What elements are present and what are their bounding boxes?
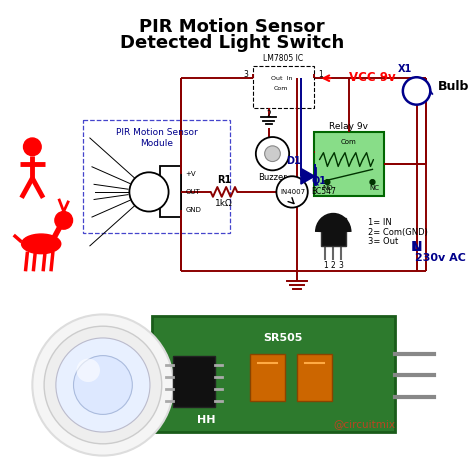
Text: X1: X1 [398, 64, 412, 74]
Bar [253, 66, 314, 108]
Text: SR505: SR505 [264, 333, 303, 343]
Text: @circuitmix: @circuitmix [333, 419, 395, 429]
Text: Buzzer: Buzzer [258, 173, 287, 182]
Text: OUT: OUT [185, 189, 200, 195]
Text: N: N [411, 240, 422, 254]
Circle shape [56, 338, 150, 432]
Text: NO: NO [322, 185, 333, 191]
Text: 3: 3 [244, 70, 248, 79]
Circle shape [73, 356, 132, 414]
Circle shape [276, 176, 308, 208]
Text: 2: 2 [266, 110, 271, 119]
Text: R1: R1 [217, 175, 231, 185]
Bar [173, 356, 215, 407]
Text: IN4007: IN4007 [281, 189, 306, 195]
Ellipse shape [21, 234, 61, 254]
Text: Relay 9v: Relay 9v [329, 122, 368, 131]
Circle shape [256, 137, 289, 170]
Text: 1: 1 [323, 261, 328, 270]
Text: 230v AC: 230v AC [415, 253, 465, 263]
Circle shape [129, 173, 169, 211]
Text: 2= Com(GND): 2= Com(GND) [367, 228, 428, 237]
Text: 2: 2 [331, 261, 336, 270]
Circle shape [76, 358, 100, 382]
Text: LM7805 IC: LM7805 IC [263, 54, 303, 63]
Text: Detected Light Switch: Detected Light Switch [120, 34, 345, 52]
Circle shape [264, 146, 280, 162]
Text: 1= IN: 1= IN [367, 218, 392, 227]
Bar [152, 316, 395, 432]
Circle shape [44, 326, 162, 444]
Text: Bulb: Bulb [438, 80, 470, 92]
Text: +V: +V [185, 171, 196, 177]
Polygon shape [320, 219, 346, 246]
Bar [250, 354, 285, 401]
Text: Com: Com [274, 85, 289, 91]
Text: 1: 1 [318, 70, 323, 79]
Text: NC: NC [369, 185, 379, 191]
Text: VCC 9v: VCC 9v [349, 71, 396, 84]
Circle shape [403, 77, 430, 105]
Text: PIR Motion Sensor: PIR Motion Sensor [139, 18, 325, 36]
Text: HH: HH [197, 415, 215, 425]
Text: D1: D1 [286, 155, 301, 165]
Circle shape [55, 211, 73, 229]
Polygon shape [301, 168, 315, 184]
Circle shape [325, 180, 330, 184]
Text: PIR Motion Sensor
Module: PIR Motion Sensor Module [116, 128, 198, 148]
Bar [160, 166, 182, 218]
Bar [0, 294, 465, 469]
Text: Out  In: Out In [271, 76, 292, 81]
Text: L: L [412, 240, 421, 254]
Circle shape [370, 180, 375, 184]
Text: GND: GND [185, 207, 201, 212]
Bar [314, 132, 384, 196]
Text: 3: 3 [338, 261, 344, 270]
Text: Com: Com [341, 139, 357, 145]
Text: 3= Out: 3= Out [367, 237, 398, 246]
Circle shape [24, 138, 41, 155]
Circle shape [32, 314, 173, 456]
Bar [297, 354, 332, 401]
Text: BC547: BC547 [312, 187, 337, 196]
Text: Q1: Q1 [312, 175, 327, 185]
Text: 7805: 7805 [326, 235, 341, 239]
Text: 1kΩ: 1kΩ [215, 199, 233, 208]
Bar [83, 120, 230, 233]
Text: LM: LM [328, 225, 338, 231]
